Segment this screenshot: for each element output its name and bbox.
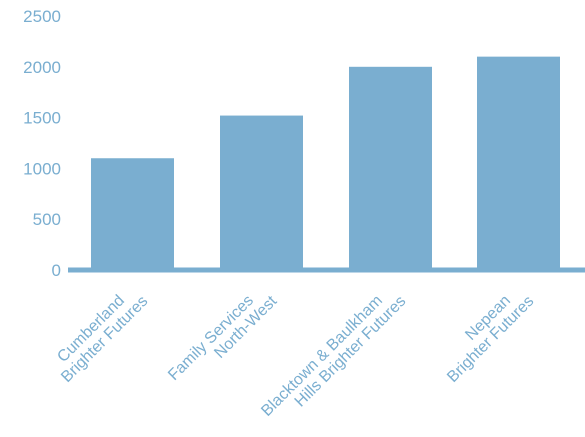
x-tick-label: NepeanBrighter Futures — [432, 281, 537, 386]
y-tick-label: 2000 — [23, 58, 61, 77]
x-axis-line — [68, 267, 585, 273]
y-tick-labels: 0 500 1000 1500 2000 2500 — [23, 7, 61, 280]
bar-2 — [220, 115, 303, 271]
x-tick-label: Blacktown & BaulkhamHills Brighter Futur… — [258, 281, 409, 432]
x-tick-label-line: Hills Brighter Futures — [292, 293, 410, 411]
axis-layer — [68, 267, 585, 273]
y-tick-label: 500 — [33, 210, 61, 229]
y-tick-label: 1000 — [23, 159, 61, 178]
x-tick-label: Family ServicesNorth-West — [165, 280, 281, 396]
bar-3 — [349, 66, 432, 270]
bar-1 — [91, 158, 174, 270]
x-tick-label: CumberlandBrighter Futures — [46, 281, 151, 386]
x-tick-label-line: Blacktown & Baulkham — [258, 292, 386, 420]
x-tick-labels: CumberlandBrighter Futures Family Service… — [46, 280, 537, 432]
y-tick-label: 0 — [52, 261, 61, 280]
y-tick-label: 2500 — [23, 7, 61, 26]
bars-layer — [91, 56, 560, 271]
y-tick-label: 1500 — [23, 109, 61, 128]
bar-4 — [477, 56, 560, 270]
